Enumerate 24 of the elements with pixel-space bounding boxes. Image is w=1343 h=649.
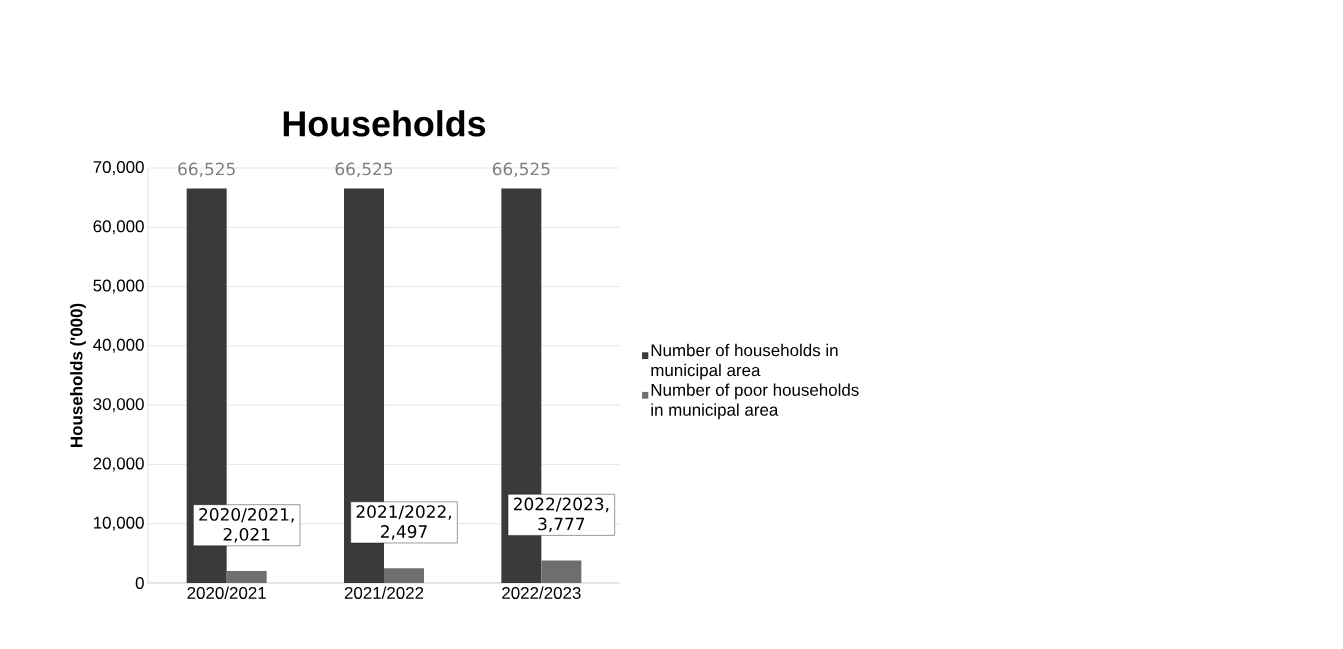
bar xyxy=(541,560,582,583)
chart-title: Households xyxy=(283,110,486,137)
data-label: 2021/2022, 2,497 xyxy=(356,505,451,540)
y-tick-label: 0 xyxy=(135,576,144,589)
y-tick-label: 20,000 xyxy=(93,457,144,472)
data-label: 2020/2021, 2,021 xyxy=(199,508,294,543)
y-tick-label: 50,000 xyxy=(93,279,144,294)
legend-label: Number of poor households in municipal area xyxy=(651,383,859,420)
data-label: 66,525 xyxy=(492,162,550,178)
y-tick-label: 70,000 xyxy=(93,160,144,175)
bar xyxy=(384,568,425,583)
bar xyxy=(226,571,267,583)
y-tick-label: 10,000 xyxy=(93,516,144,531)
x-tick-label: 2021/2022 xyxy=(344,586,424,599)
x-tick-label: 2020/2021 xyxy=(187,586,266,599)
y-tick-label: 30,000 xyxy=(93,398,144,413)
y-tick-label: 40,000 xyxy=(93,338,144,353)
y-tick-label: 60,000 xyxy=(93,220,144,235)
y-axis-title: Households ('000) xyxy=(70,303,86,447)
x-tick-label: 2022/2023 xyxy=(502,586,581,599)
data-label: 66,525 xyxy=(178,162,235,178)
legend-label: Number of households in municipal area xyxy=(651,343,838,380)
data-label: 66,525 xyxy=(335,162,393,178)
data-label: 2022/2023, 3,777 xyxy=(513,497,609,533)
